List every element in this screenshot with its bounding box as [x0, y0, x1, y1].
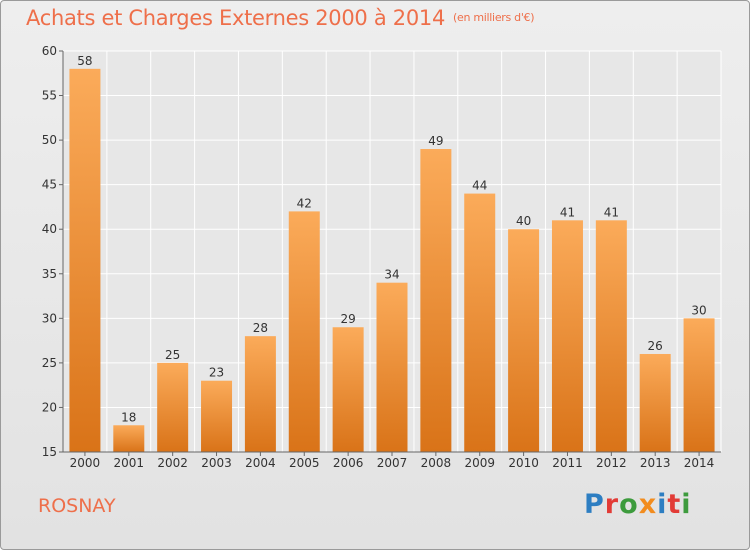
bar-value-label: 44 — [472, 179, 487, 193]
bar-2000 — [69, 68, 101, 453]
bar-2012 — [595, 220, 627, 452]
bar-value-label: 41 — [604, 205, 619, 219]
x-tick-label: 2002 — [157, 456, 188, 470]
labels: 15 20 25 30 35 40 45 50 55 60 58 2000 18 2001 25 2002 23… — [42, 44, 715, 470]
bar-value-label: 30 — [691, 303, 706, 317]
x-tick-label: 2009 — [464, 456, 495, 470]
bar-2006 — [332, 327, 364, 452]
bar-2008 — [420, 149, 452, 452]
bar-2007 — [376, 282, 408, 452]
logo-letter: P — [584, 489, 605, 520]
bar-value-label: 58 — [77, 54, 92, 68]
x-tick-label: 2004 — [245, 456, 276, 470]
bar-value-label: 42 — [297, 196, 312, 210]
bar-2013 — [639, 353, 671, 452]
bar-2010 — [508, 229, 540, 452]
bar-value-label: 29 — [340, 312, 355, 326]
bar-value-label: 23 — [209, 366, 224, 380]
x-tick-label: 2000 — [70, 456, 101, 470]
bar-2002 — [157, 362, 189, 452]
x-tick-label: 2005 — [289, 456, 320, 470]
bar-2001 — [113, 425, 145, 452]
proxiti-logo[interactable]: Proxiti — [584, 489, 692, 520]
bar-value-label: 25 — [165, 348, 180, 362]
logo-letter: t — [667, 489, 682, 520]
bar-2004 — [244, 336, 276, 452]
bar-2005 — [288, 211, 320, 452]
bar-value-label: 34 — [384, 268, 399, 282]
bar-value-label: 49 — [428, 134, 443, 148]
chart-unit: (en milliers d'€) — [453, 11, 535, 24]
y-tick-label: 20 — [42, 400, 57, 414]
y-tick-label: 30 — [42, 311, 57, 325]
logo-letter: i — [681, 489, 692, 520]
x-tick-label: 2013 — [640, 456, 671, 470]
x-tick-label: 2001 — [114, 456, 145, 470]
y-tick-label: 25 — [42, 356, 57, 370]
chart-title-text: Achats et Charges Externes 2000 à 2014 — [26, 6, 446, 30]
logo-letter: o — [619, 489, 639, 520]
y-tick-label: 60 — [42, 44, 57, 58]
x-tick-label: 2012 — [596, 456, 627, 470]
bar-value-label: 28 — [253, 321, 268, 335]
bar-2003 — [201, 380, 233, 452]
bar-value-label: 40 — [516, 214, 531, 228]
x-tick-label: 2014 — [684, 456, 715, 470]
bar-2011 — [551, 220, 583, 452]
y-tick-label: 40 — [42, 222, 57, 236]
x-tick-label: 2008 — [421, 456, 452, 470]
x-tick-label: 2010 — [508, 456, 539, 470]
logo-letter: i — [657, 489, 668, 520]
y-tick-label: 50 — [42, 133, 57, 147]
axes — [59, 50, 721, 456]
x-tick-label: 2011 — [552, 456, 583, 470]
commune-name: ROSNAY — [38, 495, 116, 517]
bar-2009 — [464, 193, 496, 453]
bar-value-label: 41 — [560, 205, 575, 219]
chart-title: Achats et Charges Externes 2000 à 2014 (e… — [26, 6, 535, 30]
logo-letter: x — [638, 489, 658, 520]
bar-value-label: 18 — [121, 410, 136, 424]
y-tick-label: 55 — [42, 89, 57, 103]
logo-letter: r — [604, 489, 620, 520]
bar-value-label: 26 — [648, 339, 663, 353]
bar-2014 — [683, 318, 715, 452]
x-tick-label: 2003 — [201, 456, 232, 470]
x-tick-label: 2006 — [333, 456, 364, 470]
x-tick-label: 2007 — [377, 456, 408, 470]
y-tick-label: 15 — [42, 445, 57, 459]
y-tick-label: 35 — [42, 267, 57, 281]
bars — [69, 68, 715, 453]
y-tick-label: 45 — [42, 178, 57, 192]
